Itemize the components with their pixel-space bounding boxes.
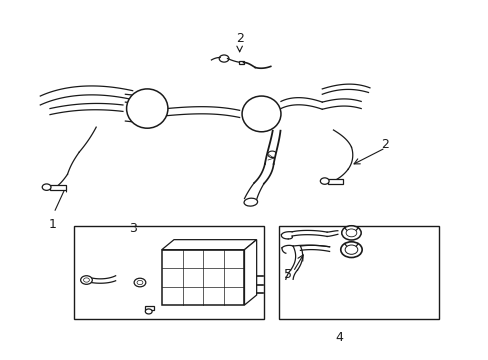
Text: 1: 1 [48, 218, 56, 231]
Circle shape [134, 278, 145, 287]
Text: 3: 3 [128, 222, 136, 235]
Bar [278, 226, 438, 319]
Text: 4: 4 [335, 331, 343, 344]
Circle shape [341, 226, 361, 240]
Bar [144, 306, 153, 310]
Ellipse shape [242, 96, 281, 132]
Text: 5: 5 [284, 268, 292, 281]
Circle shape [320, 178, 328, 184]
Bar [327, 179, 342, 184]
Circle shape [340, 242, 362, 257]
Circle shape [137, 280, 142, 285]
Circle shape [145, 309, 152, 314]
Bar [74, 226, 264, 319]
Circle shape [346, 229, 356, 237]
Circle shape [81, 276, 92, 284]
Polygon shape [162, 240, 256, 249]
Circle shape [42, 184, 51, 190]
Bar [162, 249, 244, 305]
Polygon shape [244, 240, 256, 305]
Circle shape [83, 278, 89, 282]
Ellipse shape [126, 89, 167, 128]
Ellipse shape [244, 198, 257, 206]
Text: 2: 2 [381, 138, 388, 151]
Text: 2: 2 [235, 32, 243, 45]
Circle shape [219, 55, 228, 62]
Bar [50, 185, 65, 190]
Bar [238, 61, 243, 64]
Circle shape [345, 245, 357, 254]
